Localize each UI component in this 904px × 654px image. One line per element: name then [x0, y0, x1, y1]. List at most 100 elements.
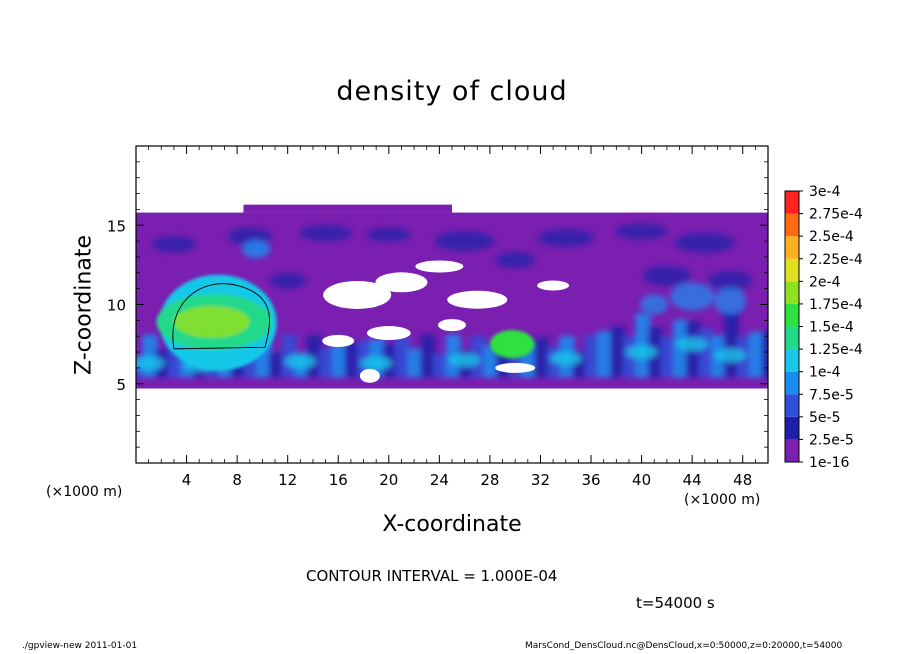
colorbar-swatch [785, 236, 799, 259]
x-tick-label: 20 [379, 471, 398, 489]
gap [323, 280, 392, 309]
x-tick-label: 16 [329, 471, 348, 489]
y-tick-label: 15 [107, 217, 126, 235]
colorbar-swatch [785, 394, 799, 417]
gap [375, 272, 428, 293]
gap [366, 326, 411, 341]
highlight-cell [676, 337, 709, 352]
band-cell [344, 343, 360, 378]
band-cell [395, 336, 411, 378]
y-tick-label: 5 [116, 376, 126, 394]
colorbar-label: 2.25e-4 [809, 252, 863, 268]
band-cell [749, 331, 765, 378]
x-tick-label: 36 [581, 471, 600, 489]
colorbar-swatch [785, 191, 799, 214]
gap [447, 290, 508, 309]
colorbar-label: 1.75e-4 [809, 297, 863, 313]
colorbar-swatch [785, 349, 799, 372]
x-axis: 4 8 12 16 20 24 28 32 36 40 44 48 [148, 146, 756, 489]
y-axis: 5 10 15 [107, 161, 768, 448]
right-patch [640, 294, 669, 315]
gap [415, 260, 464, 273]
wisp [434, 231, 495, 252]
highlight-cell [625, 345, 658, 360]
colorbar-swatch [785, 439, 799, 462]
band-cell [534, 337, 550, 378]
footer-left: ./gpview-new 2011-01-01 [22, 641, 138, 651]
contour-interval-note: CONTOUR INTERVAL = 1.000E-04 [306, 567, 558, 585]
highlight-cell [136, 356, 165, 371]
x-tick-label: 40 [632, 471, 651, 489]
x-tick-label: 8 [232, 471, 242, 489]
band-cell [433, 354, 449, 378]
time-label: t=54000 s [636, 594, 715, 612]
colorbar-label: 2.75e-4 [809, 207, 863, 223]
highlight-cell [284, 354, 317, 369]
colorbar-label: 2.5e-5 [809, 432, 854, 448]
right-patch [714, 287, 747, 316]
wisp [708, 270, 753, 291]
x-tick-label: 32 [531, 471, 550, 489]
colorbar-swatch [785, 371, 799, 395]
right-patch [670, 282, 715, 311]
band-cell [584, 334, 600, 378]
wisp [269, 272, 306, 289]
wisp [537, 228, 594, 247]
highlight-cell [360, 356, 393, 371]
core-peak [173, 305, 250, 338]
band-cell [407, 349, 423, 378]
x-axis-label: X-coordinate [382, 512, 522, 537]
density-field [136, 204, 768, 389]
highlight-cell [549, 351, 582, 366]
colorbar-label: 1.25e-4 [809, 342, 863, 358]
empty-gaps [322, 260, 570, 383]
lower-band [136, 311, 768, 378]
x-tick-label: 12 [278, 471, 297, 489]
wisp [615, 223, 668, 240]
band-cell [660, 337, 676, 378]
gap [495, 362, 536, 373]
band-cell [761, 331, 768, 378]
x-tick-label: 4 [182, 471, 192, 489]
colorbar-label: 2.5e-4 [809, 229, 854, 245]
plume-head [242, 240, 271, 259]
x-tick-label: 24 [430, 471, 449, 489]
wisp [151, 236, 196, 253]
band-cell [597, 331, 613, 378]
colorbar-swatch [785, 258, 799, 282]
y-axis-label: Z-coordinate [71, 235, 97, 375]
upper-wisps [151, 223, 753, 316]
contour-line [172, 283, 270, 350]
gap [359, 368, 380, 383]
y-axis-unit: (×1000 m) [46, 484, 123, 500]
colorbar: 1e-16 2.5e-5 5e-5 7.5e-5 1e-4 1.25e-4 1.5e-4 1.… [784, 184, 863, 471]
colorbar-swatch [785, 303, 799, 327]
colorbar-label: 7.5e-5 [809, 387, 854, 403]
band-cell [331, 337, 348, 378]
x-axis-unit: (×1000 m) [684, 492, 761, 508]
footer-right: MarsCond_DensCloud.nc@DensCloud,x=0:5000… [525, 641, 843, 651]
gap [322, 334, 355, 347]
y-tick-label: 10 [107, 297, 126, 315]
dense-core [156, 274, 535, 371]
colorbar-swatch [785, 416, 799, 440]
highlight-cell [448, 352, 481, 367]
wisp [642, 265, 691, 286]
colorbar-label: 2e-4 [809, 274, 841, 290]
colorbar-label: 5e-5 [809, 410, 840, 426]
colorbar-swatch [785, 281, 799, 304]
colorbar-label: 1.5e-4 [809, 320, 854, 336]
band-cell [610, 326, 626, 378]
colorbar-label: 1e-16 [809, 455, 849, 471]
chart-title: density of cloud [336, 76, 568, 107]
band-cell [483, 345, 499, 378]
band-cell [420, 334, 436, 378]
colorbar-label: 1e-4 [809, 365, 841, 381]
wisp [495, 252, 536, 269]
x-tick-label: 44 [683, 471, 702, 489]
colorbar-swatch [785, 326, 799, 350]
wisp [299, 225, 352, 242]
colorbar-swatch [785, 213, 799, 237]
wisp [674, 232, 735, 253]
